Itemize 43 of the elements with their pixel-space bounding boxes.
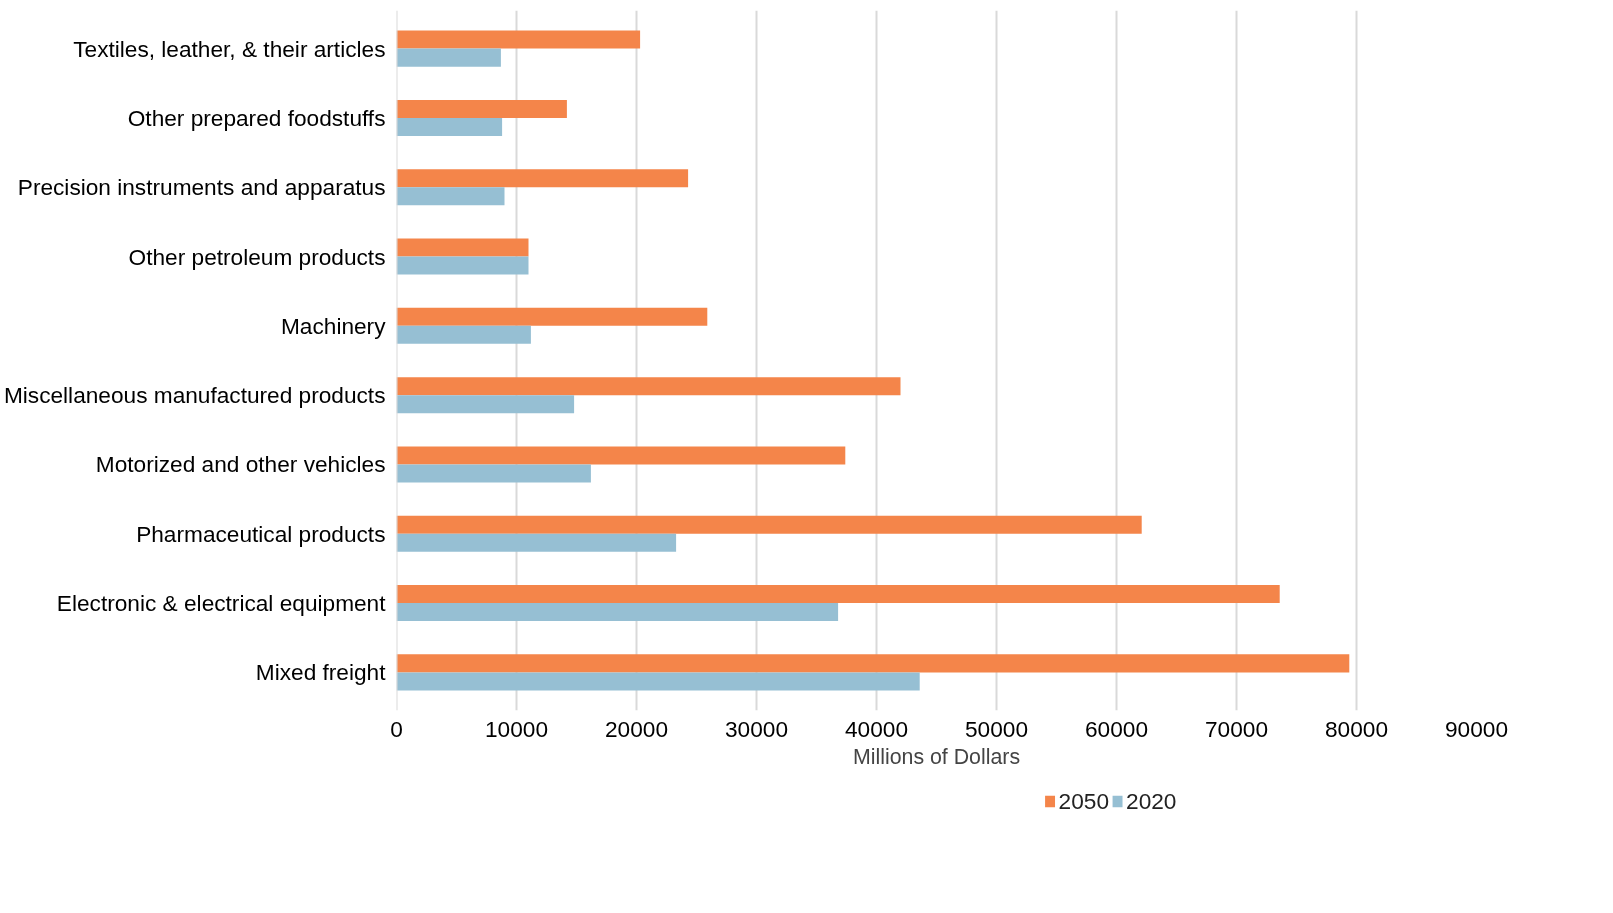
x-tick-label: 20000 (605, 715, 669, 742)
y-tick-label: Other prepared foodstuffs (127, 104, 386, 131)
x-axis-title: Millions of Dollars (852, 744, 1021, 769)
legend-label: 2020 (1126, 788, 1177, 814)
bar (396, 169, 689, 188)
x-tick-label: 90000 (1445, 715, 1509, 742)
bar (396, 48, 501, 67)
x-tick-label: 10000 (485, 715, 549, 742)
x-tick-label: 70000 (1205, 715, 1269, 742)
bar (396, 603, 839, 622)
bar (396, 395, 575, 414)
y-tick-label: Machinery (280, 312, 387, 339)
bar (396, 654, 1350, 673)
bar (396, 377, 901, 396)
bar (396, 238, 529, 257)
y-tick-label: Precision instruments and apparatus (17, 174, 386, 201)
x-tick-label: 50000 (965, 715, 1029, 742)
bar (396, 325, 531, 344)
x-tick-label: 0 (390, 715, 403, 742)
bar (396, 672, 920, 691)
y-tick-label: Motorized and other vehicles (95, 451, 386, 478)
bar (396, 117, 503, 136)
x-tick-label: 40000 (845, 715, 909, 742)
bar (396, 515, 1142, 534)
bar (396, 446, 846, 465)
bar (396, 30, 641, 49)
y-tick-label: Other petroleum products (128, 243, 386, 270)
bar (396, 256, 529, 275)
bar (396, 464, 591, 483)
y-tick-label: Electronic & electrical equipment (56, 590, 387, 617)
y-tick-label: Mixed freight (255, 659, 387, 686)
x-tick-label: 80000 (1325, 715, 1389, 742)
bar (396, 307, 708, 326)
y-tick-label: Miscellaneous manufactured products (3, 382, 386, 409)
x-tick-label: 30000 (725, 715, 789, 742)
y-tick-label: Textiles, leather, & their articles (73, 35, 386, 62)
bar (396, 533, 677, 552)
bar (396, 187, 505, 206)
y-tick-label: Pharmaceutical products (136, 520, 386, 547)
bar (396, 585, 1280, 604)
bar (396, 99, 567, 118)
legend-label: 2050 (1058, 788, 1109, 814)
x-tick-label: 60000 (1085, 715, 1149, 742)
